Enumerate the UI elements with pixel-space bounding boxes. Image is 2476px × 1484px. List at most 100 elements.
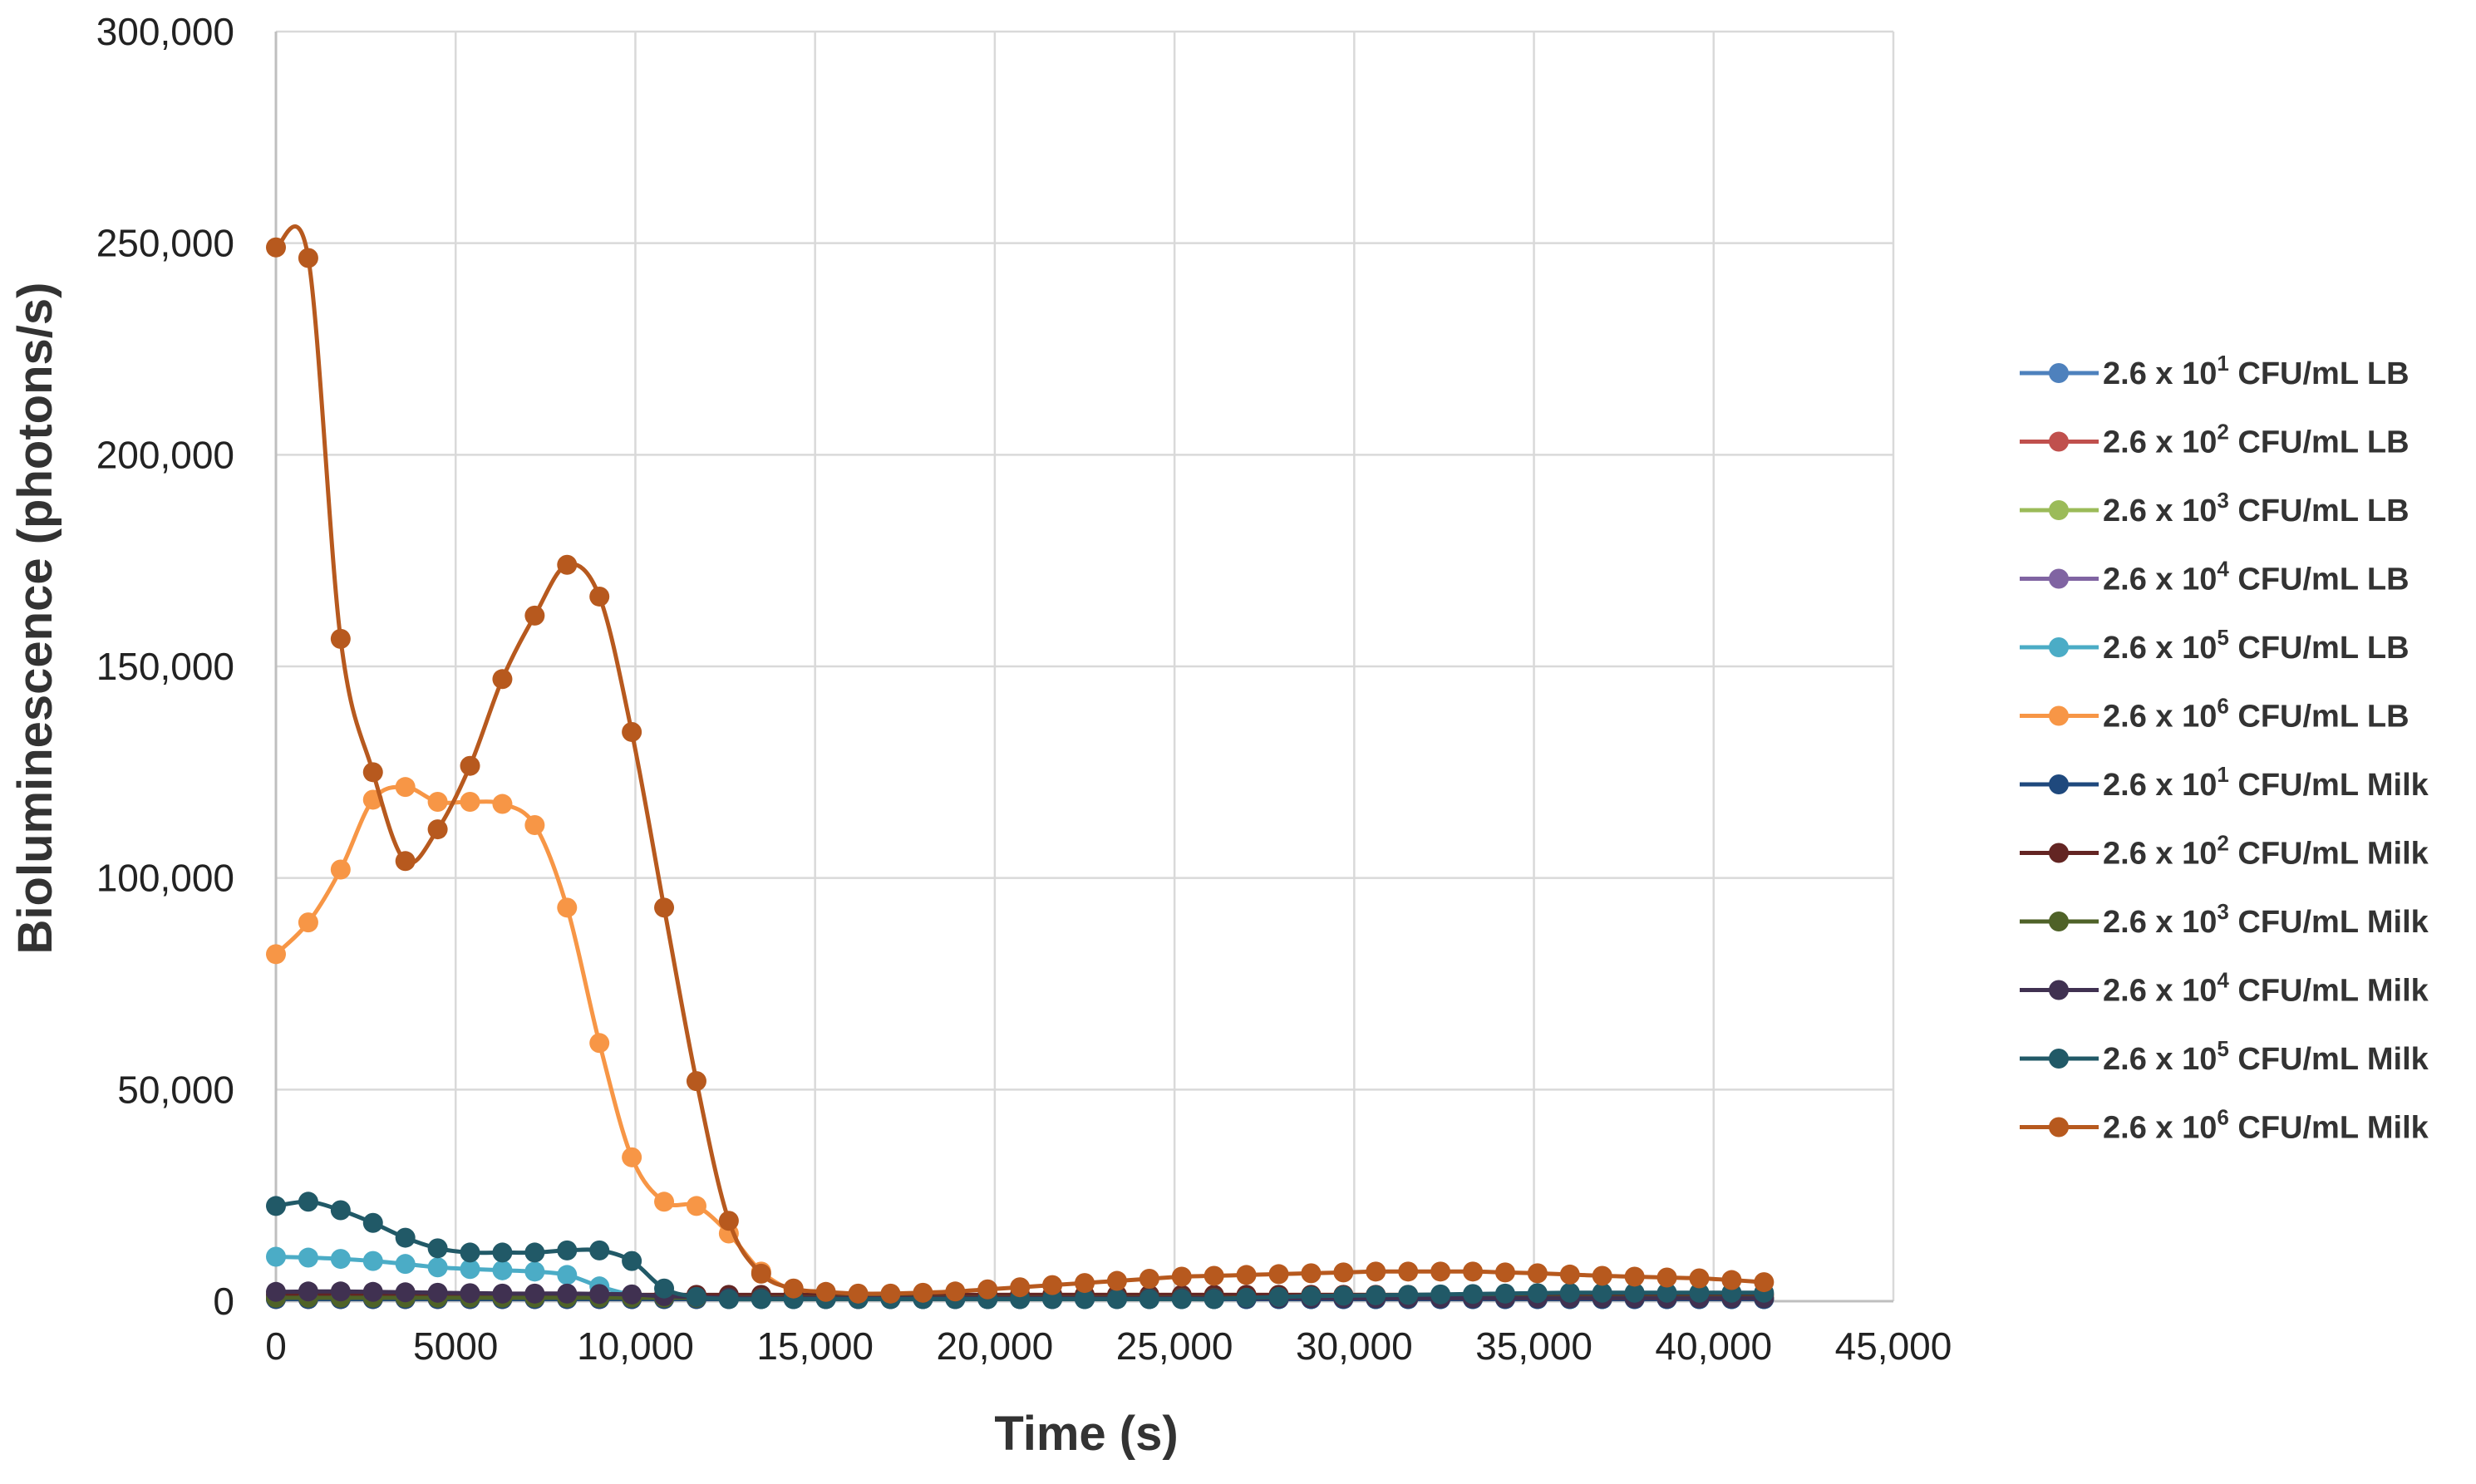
data-point [524, 605, 545, 626]
legend-marker [2049, 431, 2069, 452]
x-axis-title: Time (s) [994, 1407, 1178, 1461]
data-point [557, 554, 578, 575]
series-11 [266, 1192, 1775, 1310]
legend-label-prefix: 2.6 x 10 [2103, 1042, 2217, 1077]
data-point [1171, 1266, 1192, 1287]
series-layer [266, 224, 1775, 1310]
legend-marker [2049, 500, 2069, 520]
data-point [1656, 1267, 1677, 1288]
legend-item: 2.6 x 104 CFU/mL Milk [2020, 968, 2429, 1009]
x-tick-label: 15,000 [756, 1324, 874, 1368]
data-point [266, 1196, 286, 1216]
legend-label-prefix: 2.6 x 10 [2103, 356, 2217, 391]
legend-marker [2049, 843, 2069, 863]
data-point [1268, 1286, 1289, 1307]
legend-marker [2049, 774, 2069, 794]
legend-marker [2049, 637, 2069, 657]
data-point [1398, 1261, 1419, 1282]
legend-item: 2.6 x 105 CFU/mL Milk [2020, 1036, 2429, 1077]
data-point [1333, 1262, 1354, 1283]
y-tick-label: 200,000 [96, 433, 234, 476]
legend-label: 2.6 x 106 CFU/mL Milk [2103, 1105, 2429, 1146]
data-point [492, 669, 513, 690]
data-point [1139, 1269, 1159, 1290]
data-point [460, 755, 480, 776]
data-point [524, 815, 545, 835]
legend-label-exponent: 2 [2217, 831, 2228, 856]
legend-label: 2.6 x 106 CFU/mL LB [2103, 694, 2410, 735]
legend-label: 2.6 x 105 CFU/mL Milk [2103, 1036, 2429, 1077]
data-point [330, 859, 351, 880]
data-point [622, 1147, 642, 1167]
x-tick-label: 35,000 [1475, 1324, 1592, 1368]
y-tick-label: 50,000 [117, 1068, 234, 1111]
legend-label-exponent: 2 [2217, 420, 2228, 445]
data-point [557, 1265, 578, 1285]
data-point [298, 1247, 318, 1268]
legend-label: 2.6 x 101 CFU/mL LB [2103, 351, 2410, 391]
series-12 [266, 224, 1775, 1304]
data-point [557, 1240, 578, 1260]
legend-item: 2.6 x 102 CFU/mL LB [2020, 420, 2410, 460]
data-point [815, 1281, 836, 1302]
data-point [1463, 1284, 1484, 1305]
legend-marker [2049, 912, 2069, 931]
data-point [622, 1251, 642, 1271]
data-point [1527, 1283, 1548, 1304]
data-point [654, 1278, 675, 1299]
legend-marker [2049, 568, 2069, 589]
tick-labels: 0 5000 10,000 15,000 20,000 25,000 30,000 35,00… [96, 10, 1952, 1368]
x-tick-label: 45,000 [1835, 1324, 1952, 1368]
data-point [395, 1227, 416, 1248]
legend-label-prefix: 2.6 x 10 [2103, 494, 2217, 528]
data-point [1656, 1282, 1677, 1303]
data-point [1754, 1272, 1775, 1293]
data-point [589, 1240, 610, 1260]
data-point [751, 1263, 771, 1284]
legend-label-suffix: CFU/mL Milk [2229, 1111, 2429, 1146]
legend-item: 2.6 x 104 CFU/mL LB [2020, 557, 2410, 597]
legend-label-suffix: CFU/mL Milk [2229, 768, 2429, 803]
legend: 2.6 x 101 CFU/mL LB2.6 x 102 CFU/mL LB2.… [2020, 351, 2429, 1146]
data-point [1236, 1287, 1257, 1308]
legend-label-prefix: 2.6 x 10 [2103, 974, 2217, 1009]
y-tick-label: 100,000 [96, 857, 234, 900]
legend-item: 2.6 x 106 CFU/mL LB [2020, 694, 2410, 735]
legend-label-exponent: 1 [2217, 762, 2228, 787]
data-point [298, 912, 318, 933]
legend-label: 2.6 x 103 CFU/mL LB [2103, 488, 2410, 528]
legend-label: 2.6 x 102 CFU/mL LB [2103, 420, 2410, 460]
data-point [1398, 1285, 1419, 1305]
data-point [362, 762, 383, 783]
data-point [1171, 1289, 1192, 1310]
legend-label: 2.6 x 104 CFU/mL Milk [2103, 968, 2429, 1009]
data-point [654, 1192, 675, 1212]
data-point [524, 1261, 545, 1282]
data-point [880, 1283, 901, 1304]
legend-item: 2.6 x 102 CFU/mL Milk [2020, 831, 2429, 872]
legend-label-suffix: CFU/mL LB [2229, 494, 2410, 528]
data-point [622, 1284, 642, 1305]
y-tick-label: 300,000 [96, 10, 234, 53]
data-point [557, 897, 578, 918]
series-line [274, 784, 1765, 1299]
data-point [524, 1283, 545, 1304]
legend-label-suffix: CFU/mL Milk [2229, 837, 2429, 872]
data-point [1139, 1289, 1159, 1310]
data-point [460, 1242, 480, 1263]
data-point [524, 1242, 545, 1263]
data-point [298, 248, 318, 268]
legend-label-suffix: CFU/mL LB [2229, 700, 2410, 735]
series-6 [266, 777, 1775, 1306]
legend-label: 2.6 x 104 CFU/mL LB [2103, 557, 2410, 597]
y-tick-label: 150,000 [96, 645, 234, 688]
legend-label-exponent: 5 [2217, 625, 2228, 650]
data-point [1689, 1282, 1710, 1303]
legend-marker [2049, 1049, 2069, 1069]
legend-label-suffix: CFU/mL LB [2229, 631, 2410, 666]
data-point [460, 1259, 480, 1280]
legend-label-prefix: 2.6 x 10 [2103, 905, 2217, 940]
data-point [1527, 1263, 1548, 1284]
legend-label: 2.6 x 102 CFU/mL Milk [2103, 831, 2429, 872]
data-point [1366, 1285, 1386, 1305]
